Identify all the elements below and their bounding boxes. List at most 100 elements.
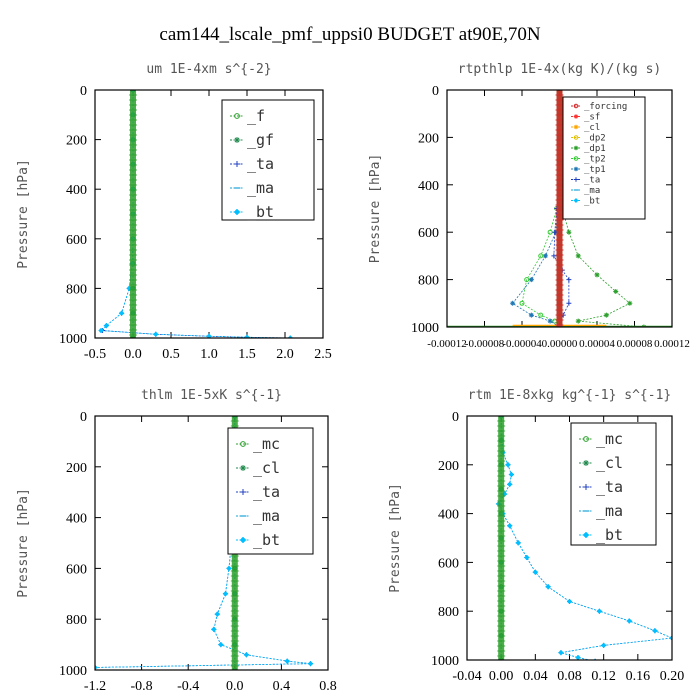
x-tick-label: 0.5 <box>162 347 180 362</box>
panel-title: thlm 1E-5xK s^{-1} <box>141 388 282 403</box>
legend-box <box>227 427 314 555</box>
x-tick-label: 0.0 <box>124 347 142 362</box>
legend-label: _mc <box>253 435 280 453</box>
data-point <box>575 318 581 324</box>
legend-marker <box>240 465 246 471</box>
data-point <box>566 300 572 306</box>
plot-area <box>447 90 672 327</box>
legend: _f _gf _ta _ma _bt <box>221 99 315 221</box>
panel-title: um 1E-4xm s^{-2} <box>146 62 271 77</box>
y-axis-label: Pressure [hPa] <box>16 488 31 598</box>
data-point <box>506 522 513 529</box>
x-tick-label: 0.08 <box>557 669 582 684</box>
x-tick-label: 0.12 <box>591 669 616 684</box>
data-point <box>103 322 110 329</box>
y-tick-label: 400 <box>66 512 87 527</box>
plot-area <box>495 416 672 660</box>
legend-label: _tp2 <box>584 155 606 165</box>
legend-label: _gf <box>247 131 274 149</box>
y-tick-label: 1000 <box>411 321 439 336</box>
legend-marker <box>573 124 579 130</box>
legend-label: _ma <box>596 502 623 520</box>
data-point <box>566 598 573 605</box>
x-tick-label: 1.0 <box>200 347 218 362</box>
data-point <box>519 300 525 306</box>
x-tick-label: 0.0 <box>226 679 244 694</box>
data-point <box>222 590 229 597</box>
data-point <box>594 272 600 278</box>
y-tick-label: 400 <box>418 179 439 194</box>
legend-label: _sf <box>584 113 600 123</box>
data-point <box>547 318 553 324</box>
y-axis-label: Pressure [hPa] <box>368 154 383 264</box>
y-tick-label: 800 <box>66 282 87 297</box>
legend-marker <box>240 441 246 447</box>
data-point <box>552 229 558 235</box>
data-point <box>545 583 551 590</box>
data-point <box>226 565 232 572</box>
data-point <box>152 331 159 338</box>
data-point <box>566 277 572 283</box>
legend-label: _ma <box>253 507 280 525</box>
data-point <box>532 569 539 576</box>
series-line-bt <box>498 416 672 660</box>
data-point <box>566 229 572 235</box>
legend: _forcing_sf_cl_dp2_dp1_tp2_tp1_ta_ma_bt <box>562 96 646 220</box>
data-point <box>528 277 534 283</box>
legend-label: _ta <box>596 478 623 496</box>
x-tick-label: 1.5 <box>238 347 256 362</box>
plot-area <box>98 90 294 338</box>
data-point <box>217 641 224 648</box>
y-tick-label: 1000 <box>59 332 87 347</box>
axes-frame <box>94 415 329 671</box>
data-point <box>626 618 633 624</box>
legend: _mc _cl _ta _ma _bt <box>570 422 657 546</box>
data-point <box>307 660 314 667</box>
overlapping-series-bar <box>498 416 505 660</box>
data-point <box>210 626 217 633</box>
data-point <box>603 312 609 318</box>
legend-marker <box>573 114 579 119</box>
y-tick-label: 600 <box>438 556 459 571</box>
panels: um 1E-4xm s^{-2} Pressure [hPa] -0.5 0.0 0.5… <box>16 62 690 694</box>
data-point <box>596 608 603 615</box>
chart-panel-2: rtpthlp 1E-4x(kg K)/(kg s) Pressure [hPa]… <box>368 62 690 350</box>
data-point <box>505 461 511 468</box>
legend-marker <box>573 197 579 204</box>
legend-marker <box>573 177 579 182</box>
data-point <box>510 300 516 306</box>
legend-label: _cl <box>253 459 280 477</box>
data-point <box>538 312 544 318</box>
legend-marker <box>240 489 246 495</box>
x-tick-label: 0.00004 <box>579 338 615 350</box>
data-point <box>523 554 530 561</box>
data-point <box>627 300 633 306</box>
x-tick-label: 2.0 <box>276 347 294 362</box>
legend-box <box>570 422 657 546</box>
legend-label: _forcing <box>584 102 627 112</box>
legend-label: _f <box>247 107 265 125</box>
legend-box <box>221 99 315 221</box>
legend-marker <box>573 156 579 161</box>
legend-marker <box>573 145 579 151</box>
axes-frame <box>466 415 673 661</box>
legend-label: _ta <box>247 155 274 173</box>
legend-marker <box>239 536 247 544</box>
y-axis-label: Pressure [hPa] <box>16 159 31 269</box>
data-point <box>669 635 672 641</box>
chart-panel-4: rtm 1E-8xkg kg^{-1} s^{-1} Pressure [hPa]… <box>388 388 684 684</box>
legend-label: _dp2 <box>584 134 606 144</box>
data-point <box>508 471 515 478</box>
x-tick-label: -0.4 <box>177 679 199 694</box>
legend-marker <box>583 436 589 442</box>
legend-label: _cl <box>596 454 623 472</box>
legend-marker <box>582 531 590 539</box>
legend-label: _mc <box>596 430 623 448</box>
data-point <box>575 253 581 259</box>
data-point <box>206 333 212 338</box>
data-point <box>118 310 125 317</box>
x-tick-label: -0.5 <box>84 347 106 362</box>
y-tick-label: 0 <box>80 410 87 425</box>
data-point <box>538 253 544 259</box>
